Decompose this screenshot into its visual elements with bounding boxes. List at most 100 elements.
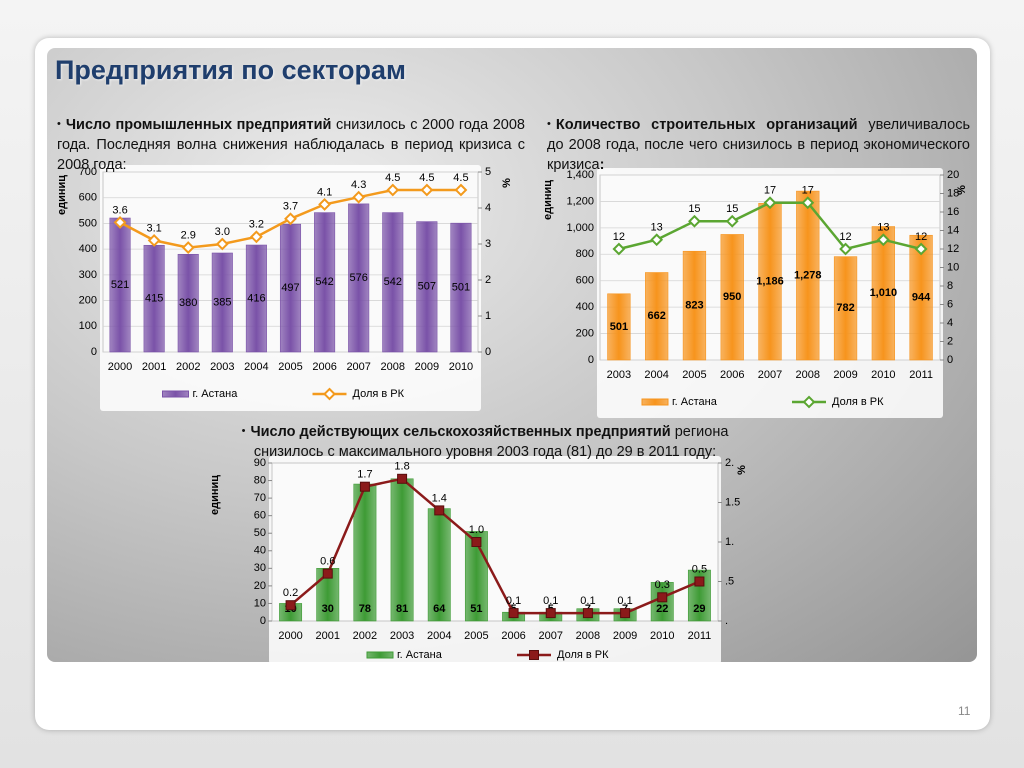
bullet-text: снизилось с 2000 года 2008 года. Последн… (57, 117, 525, 173)
y2-tick-label: 2. (725, 457, 734, 469)
x-tick-label: 2009 (415, 361, 439, 373)
y-tick-label: 800 (576, 248, 594, 260)
y2-tick-label: 2 (485, 274, 491, 286)
x-tick-label: 2010 (650, 630, 674, 642)
bar (645, 272, 669, 361)
y2-tick-label: 10 (947, 261, 959, 273)
line-marker (763, 196, 777, 210)
bar (607, 293, 631, 361)
line-label: 4.3 (351, 179, 366, 191)
line-marker (434, 505, 445, 516)
bullet-bold-end: : (599, 157, 605, 173)
line-marker (582, 608, 593, 619)
line-marker (694, 576, 705, 587)
line-marker (876, 233, 890, 247)
line-label: 13 (651, 222, 663, 234)
line-marker (688, 214, 701, 228)
bar-label: 542 (384, 276, 402, 288)
x-tick-label: 2011 (688, 630, 712, 642)
legend-label: г. Астана (672, 396, 718, 408)
x-tick-label: 2003 (210, 361, 234, 373)
line-marker (386, 183, 400, 197)
x-tick-label: 2009 (613, 630, 637, 642)
y-tick-label: 1,200 (566, 195, 594, 207)
legend-marker (529, 650, 539, 660)
line-label: 12 (613, 231, 625, 243)
bullet: Число действующих сельскохозяйственных п… (205, 421, 765, 462)
y-tick-label: 200 (576, 327, 594, 339)
bar-label: 415 (145, 293, 163, 305)
bar (796, 190, 820, 361)
bar-label: 1,186 (756, 276, 784, 288)
line-marker (249, 230, 263, 244)
x-tick-label: 2011 (909, 369, 933, 381)
y2-tick-label: . (725, 615, 728, 627)
line-label: 0.5 (692, 563, 707, 575)
bar (682, 250, 707, 361)
bar-label: 521 (111, 279, 129, 291)
bar-label: 385 (213, 296, 231, 308)
bar-label: 29 (693, 603, 705, 615)
bullet: Число промышленных предприятий снизилось… (57, 114, 525, 175)
bar (177, 253, 199, 353)
y2-tick-label: 18 (947, 187, 959, 199)
line-label: 13 (877, 222, 889, 234)
bar (909, 234, 933, 361)
bar-label: 542 (315, 276, 333, 288)
line-label: 3.6 (112, 204, 127, 216)
line-marker (545, 608, 556, 619)
y2-tick-label: 1 (485, 310, 491, 322)
bar (720, 234, 744, 361)
y2-tick-label: 8 (947, 280, 953, 292)
line-label: 17 (802, 185, 814, 197)
line-marker (284, 212, 297, 226)
bar-label: 576 (350, 272, 368, 284)
line-marker (420, 183, 434, 197)
bullet-bold: Число промышленных предприятий (65, 117, 332, 133)
bar-label: 22 (656, 603, 668, 615)
y-tick-label: 80 (254, 474, 266, 486)
bar (316, 568, 340, 622)
line-label: 1.7 (357, 469, 372, 481)
bar (348, 203, 370, 353)
y-axis-title: единиц (209, 475, 221, 515)
x-tick-label: 2003 (390, 630, 414, 642)
bar (871, 226, 895, 361)
bar-label: 662 (647, 310, 665, 322)
line-label: 4.1 (317, 186, 332, 198)
line-label: 12 (915, 231, 927, 243)
line-label: 3.7 (283, 201, 298, 213)
x-tick-label: 2006 (501, 630, 525, 642)
x-tick-label: 2002 (176, 361, 200, 373)
y-tick-label: 0 (260, 615, 266, 627)
legend-label: г. Астана (397, 649, 443, 661)
y2-tick-label: 1. (725, 536, 734, 548)
bar-label: 51 (470, 603, 482, 615)
legend-label: Доля в РК (832, 396, 884, 408)
y2-tick-label: 1.5 (725, 496, 740, 508)
x-tick-label: 2005 (464, 630, 488, 642)
x-tick-label: 2000 (108, 361, 132, 373)
line-marker (318, 197, 332, 211)
x-tick-label: 2003 (607, 369, 631, 381)
line-marker (612, 242, 626, 256)
line-marker (352, 190, 366, 204)
line-label: 0.6 (320, 556, 335, 568)
legend-marker (323, 387, 336, 401)
bar (245, 244, 267, 353)
y-tick-label: 200 (79, 294, 97, 306)
page-number: 11 (958, 704, 971, 718)
x-tick-label: 2010 (871, 369, 895, 381)
x-tick-label: 2004 (644, 369, 668, 381)
bullet-text: региона снизилось с максимального уровня… (253, 424, 729, 460)
line-label: 15 (688, 203, 700, 215)
line-label: 0.1 (617, 595, 632, 607)
line-marker (657, 592, 668, 603)
line-marker (620, 608, 631, 619)
line-marker (147, 233, 161, 247)
line-label: 1.8 (394, 461, 409, 473)
y2-tick-label: 14 (947, 224, 959, 236)
y2-tick-label: 16 (947, 206, 959, 218)
y2-tick-label: .5 (725, 575, 734, 587)
